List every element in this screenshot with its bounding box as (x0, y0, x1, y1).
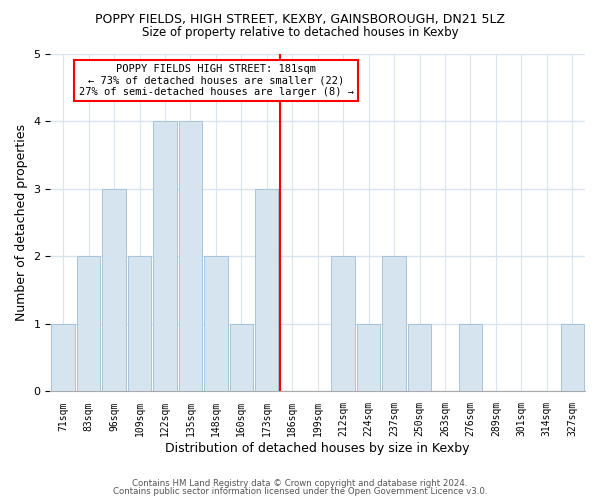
Text: Contains public sector information licensed under the Open Government Licence v3: Contains public sector information licen… (113, 487, 487, 496)
Text: Contains HM Land Registry data © Crown copyright and database right 2024.: Contains HM Land Registry data © Crown c… (132, 478, 468, 488)
Bar (77, 256, 100, 392)
Text: POPPY FIELDS, HIGH STREET, KEXBY, GAINSBOROUGH, DN21 5LZ: POPPY FIELDS, HIGH STREET, KEXBY, GAINSB… (95, 12, 505, 26)
X-axis label: Distribution of detached houses by size in Kexby: Distribution of detached houses by size … (166, 442, 470, 455)
Bar (357, 324, 380, 392)
Bar (153, 122, 176, 392)
Bar (255, 189, 278, 392)
Bar (459, 324, 482, 392)
Bar (128, 256, 151, 392)
Bar (382, 256, 406, 392)
Bar (179, 122, 202, 392)
Bar (52, 324, 75, 392)
Bar (408, 324, 431, 392)
Bar (103, 189, 126, 392)
Bar (230, 324, 253, 392)
Text: Size of property relative to detached houses in Kexby: Size of property relative to detached ho… (142, 26, 458, 39)
Bar (204, 256, 227, 392)
Bar (560, 324, 584, 392)
Text: POPPY FIELDS HIGH STREET: 181sqm
← 73% of detached houses are smaller (22)
27% o: POPPY FIELDS HIGH STREET: 181sqm ← 73% o… (79, 64, 353, 98)
Y-axis label: Number of detached properties: Number of detached properties (15, 124, 28, 321)
Bar (331, 256, 355, 392)
